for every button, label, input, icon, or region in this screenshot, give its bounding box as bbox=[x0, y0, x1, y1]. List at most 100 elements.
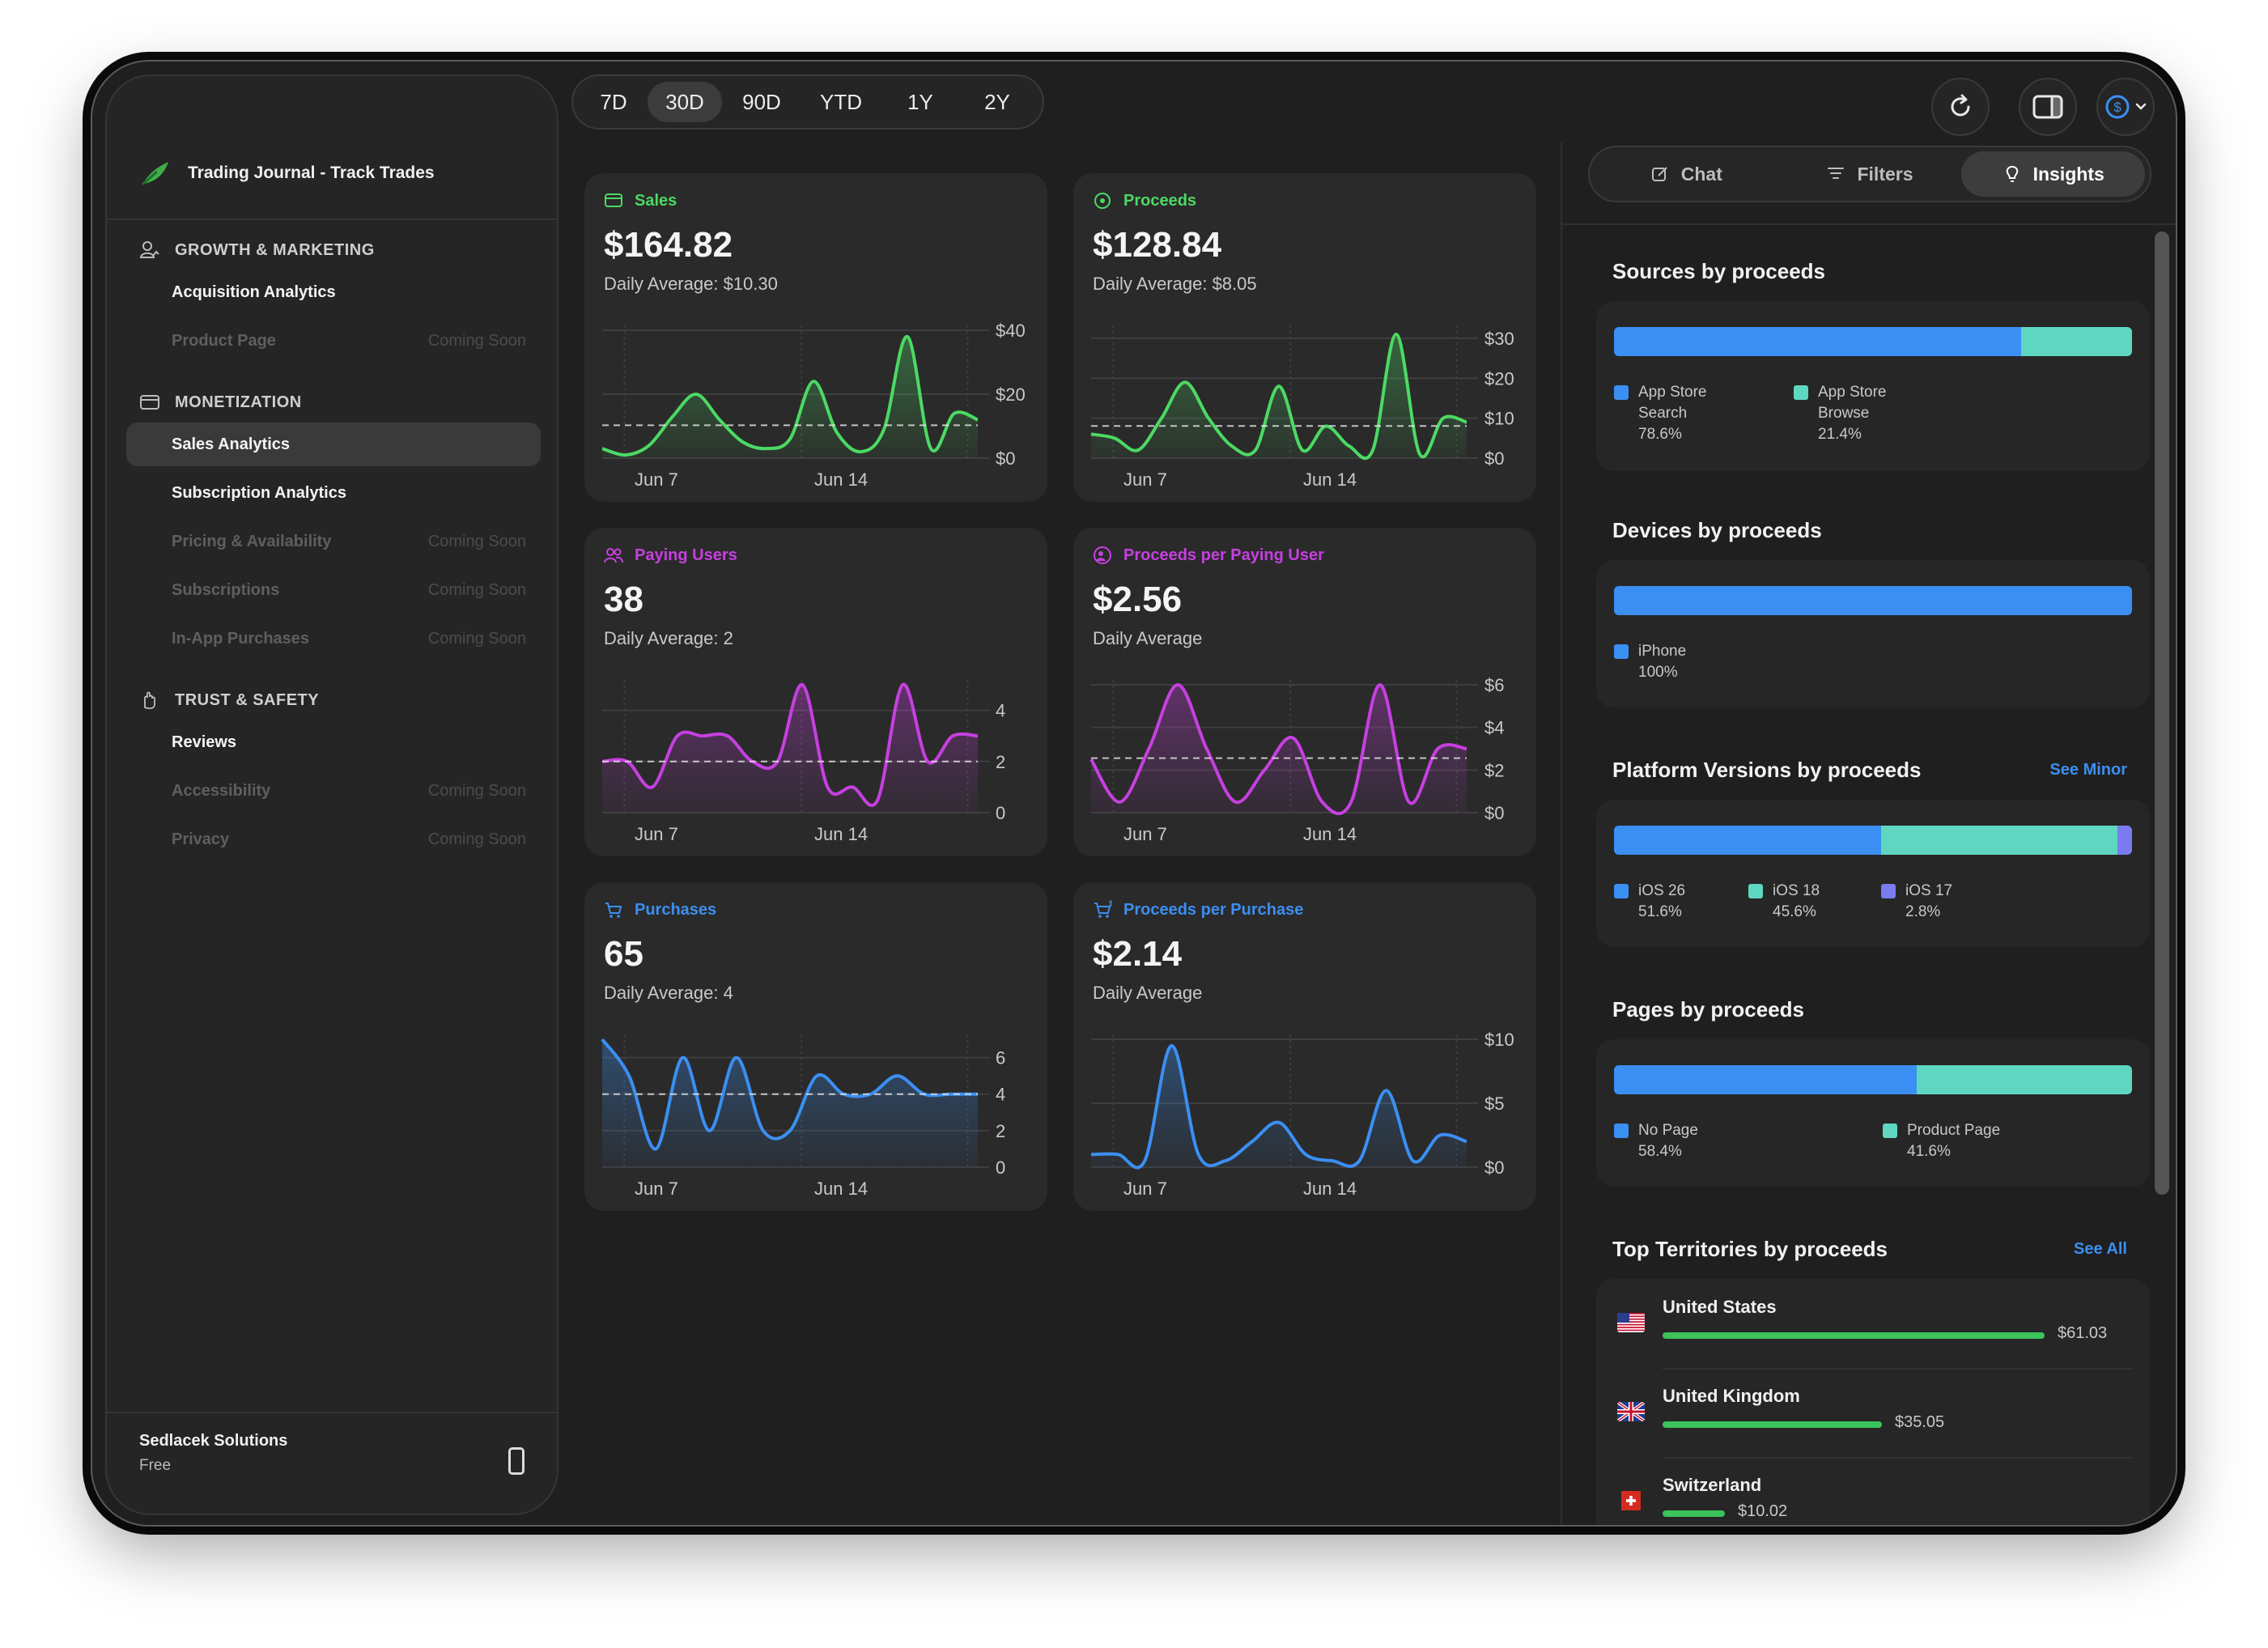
legend-percent: 21.4% bbox=[1818, 426, 1862, 443]
metric-card[interactable]: Proceeds per Paying User $2.56 Daily Avera… bbox=[1073, 528, 1536, 856]
period-option[interactable]: 7D bbox=[600, 89, 627, 114]
legend-label: Search bbox=[1638, 405, 1688, 422]
bar-segment[interactable] bbox=[1614, 1065, 1917, 1094]
legend-item: App Store Browse 21.4% bbox=[1794, 382, 1887, 445]
sidebar-item-label: Sales Analytics bbox=[172, 435, 291, 453]
section-header: GROWTH & MARKETING bbox=[139, 240, 375, 261]
bar-segment[interactable] bbox=[1881, 826, 2118, 855]
sidebar-item[interactable]: Sales Analytics bbox=[126, 423, 541, 466]
bar-segment[interactable] bbox=[1916, 1065, 2132, 1094]
tab-insights[interactable]: Insights bbox=[1961, 151, 2146, 197]
sidebar-footer[interactable]: Sedlacek Solutions Free bbox=[139, 1432, 287, 1475]
period-option[interactable]: 2Y bbox=[984, 89, 1010, 114]
sidebar-item-label: Privacy bbox=[172, 830, 230, 848]
legend-item: iPhone 100% bbox=[1614, 641, 1686, 683]
app-header: Trading Journal - Track Trades bbox=[139, 155, 435, 191]
tab-filters[interactable]: Filters bbox=[1778, 151, 1962, 197]
legend-swatch bbox=[1614, 1123, 1629, 1138]
legend-item: No Page 58.4% bbox=[1614, 1120, 1698, 1162]
inspector-divider bbox=[1561, 142, 1562, 1525]
legend-text: No Page 58.4% bbox=[1638, 1120, 1698, 1162]
legend-label: No Page bbox=[1638, 1122, 1698, 1139]
legend-percent: 51.6% bbox=[1638, 903, 1682, 920]
tab-chat[interactable]: Chat bbox=[1595, 151, 1778, 197]
see-all-link[interactable]: See All bbox=[2074, 1240, 2127, 1258]
us-flag-icon bbox=[1617, 1313, 1645, 1332]
legend-label: iPhone bbox=[1638, 643, 1687, 660]
card-icon bbox=[605, 193, 622, 207]
metric-card[interactable]: Sales $164.82 Daily Average: $10.30 $40 $20 $… bbox=[584, 173, 1047, 502]
y-tick-label: 0 bbox=[996, 803, 1005, 823]
sidebar-right-icon bbox=[2032, 95, 2063, 119]
y-tick-label: 6 bbox=[996, 1048, 1005, 1068]
sidebar: Trading Journal - Track Trades Sedlacek … bbox=[105, 74, 559, 1515]
tab-label: Chat bbox=[1680, 163, 1722, 185]
x-tick-label: Jun 7 bbox=[1123, 824, 1167, 844]
metric-chart: $10 $5 $0 Jun 7 Jun 14 bbox=[1090, 1030, 1514, 1199]
pages-box: No Page 58.4% Product Page 41.6% bbox=[1596, 1039, 2150, 1187]
metric-card[interactable]: Paying Users 38 Daily Average: 2 4 2 0 Jun 7 Ju… bbox=[584, 528, 1047, 856]
territory-name: United States bbox=[1663, 1297, 1777, 1317]
app-window: Trading Journal - Track Trades Sedlacek … bbox=[91, 60, 2177, 1527]
sidebar-item-label: Product Page bbox=[172, 331, 276, 350]
section-title: MONETIZATION bbox=[175, 393, 302, 411]
metric-label-text: Sales bbox=[635, 191, 677, 210]
y-tick-label: 4 bbox=[996, 701, 1005, 721]
series-line bbox=[1090, 1043, 1467, 1170]
x-tick-label: Jun 14 bbox=[814, 824, 868, 844]
sidebar-item: Accessibility Coming Soon bbox=[126, 769, 541, 813]
y-tick-label: $0 bbox=[1484, 1157, 1504, 1178]
period-option[interactable]: 30D bbox=[648, 82, 722, 122]
coming-soon-badge: Coming Soon bbox=[427, 580, 526, 599]
sidebar-item: Pricing & Availability Coming Soon bbox=[126, 520, 541, 563]
phone-icon[interactable] bbox=[508, 1447, 525, 1475]
bar-segment[interactable] bbox=[1614, 327, 2022, 356]
x-tick-label: Jun 14 bbox=[1303, 824, 1357, 844]
x-tick-label: Jun 7 bbox=[635, 469, 678, 490]
legend-percent: 41.6% bbox=[1907, 1143, 1951, 1160]
bar-segment[interactable] bbox=[1614, 826, 1882, 855]
metric-label: $ Proceeds per Purchase bbox=[1093, 900, 1303, 920]
bar-segment[interactable] bbox=[2117, 826, 2132, 855]
sources-bar bbox=[1614, 327, 2132, 356]
legend-percent: 58.4% bbox=[1638, 1143, 1682, 1160]
legend-label: App Store bbox=[1638, 384, 1707, 401]
devices-title: Devices by proceeds bbox=[1612, 518, 1822, 542]
refresh-button[interactable] bbox=[1931, 78, 1990, 136]
territory-row[interactable]: Switzerland $10.02 bbox=[1596, 1457, 2150, 1525]
legend-text: iOS 17 2.8% bbox=[1905, 881, 1952, 923]
platforms-box: iOS 26 51.6% iOS 18 45.6% iOS 17 2.8% bbox=[1596, 800, 2150, 947]
series-line bbox=[601, 682, 979, 808]
metric-chart: $6 $4 $2 $0 Jun 7 Jun 14 bbox=[1089, 675, 1504, 844]
see-minor-link[interactable]: See Minor bbox=[2049, 761, 2127, 779]
y-tick-label: $4 bbox=[1484, 718, 1504, 738]
inspector-scrollbar[interactable] bbox=[2155, 231, 2169, 1195]
sidebar-item[interactable]: Subscription Analytics bbox=[126, 471, 541, 515]
toggle-inspector-button[interactable] bbox=[2019, 78, 2077, 136]
bar-segment[interactable] bbox=[1614, 586, 2132, 615]
metric-card[interactable]: $ Proceeds per Purchase $2.14 Daily Average… bbox=[1073, 882, 1536, 1211]
territory-bar bbox=[1663, 1510, 1725, 1517]
legend-text: iPhone 100% bbox=[1638, 641, 1686, 683]
territory-row[interactable]: United States $61.03 bbox=[1596, 1279, 2150, 1368]
legend-swatch bbox=[1748, 884, 1763, 898]
legend-item: iOS 18 45.6% bbox=[1748, 881, 1820, 923]
sidebar-item[interactable]: Acquisition Analytics bbox=[126, 270, 541, 314]
legend-text: iOS 26 51.6% bbox=[1638, 881, 1685, 923]
period-option[interactable]: 1Y bbox=[907, 89, 933, 114]
period-option[interactable]: YTD bbox=[820, 89, 862, 114]
metric-label: Purchases bbox=[604, 900, 716, 920]
metric-card[interactable]: Proceeds $128.84 Daily Average: $8.05 $30 $2… bbox=[1073, 173, 1536, 502]
metric-card[interactable]: Purchases 65 Daily Average: 4 6 4 2 0 Jun 7 Jun … bbox=[584, 882, 1047, 1211]
bar-segment[interactable] bbox=[2021, 327, 2132, 356]
section-title: GROWTH & MARKETING bbox=[175, 240, 375, 259]
territory-row[interactable]: United Kingdom $35.05 bbox=[1596, 1368, 2150, 1457]
x-tick-label: Jun 7 bbox=[1123, 469, 1167, 490]
sidebar-item: Privacy Coming Soon bbox=[126, 818, 541, 861]
metric-chart: $30 $20 $10 $0 Jun 7 Jun 14 bbox=[1090, 325, 1514, 490]
currency-menu-button[interactable]: $ bbox=[2096, 78, 2155, 136]
period-option[interactable]: 90D bbox=[742, 89, 781, 114]
sidebar-item[interactable]: Reviews bbox=[126, 720, 541, 764]
compose-icon bbox=[1651, 167, 1667, 181]
legend-text: iOS 18 45.6% bbox=[1773, 881, 1820, 923]
